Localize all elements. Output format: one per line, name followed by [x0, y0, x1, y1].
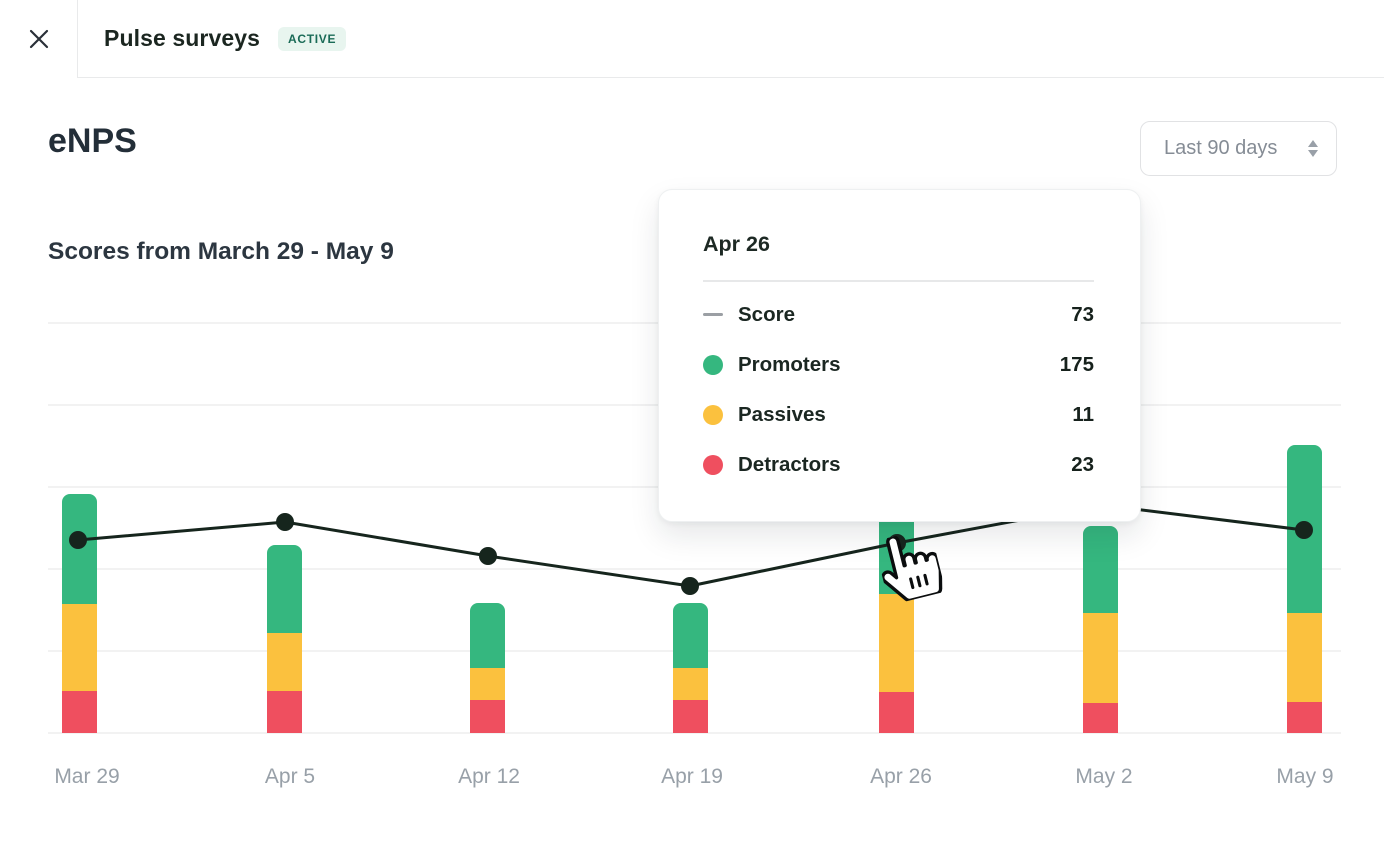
- date-range-select[interactable]: Last 90 days: [1140, 121, 1337, 176]
- arrow-down-icon: [1308, 150, 1318, 157]
- detractors-segment[interactable]: [879, 692, 914, 733]
- tooltip-row-value: 73: [1071, 302, 1094, 326]
- x-axis-label-apr-5: Apr 5: [265, 765, 315, 788]
- score-point-may-9[interactable]: [1295, 521, 1313, 539]
- detractors-segment[interactable]: [470, 700, 505, 733]
- promoters-segment[interactable]: [470, 603, 505, 668]
- tooltip-row-value: 23: [1071, 452, 1094, 476]
- tooltip-title: Apr 26: [703, 232, 770, 256]
- promoters-segment[interactable]: [673, 603, 708, 668]
- up-down-arrows-icon: [1308, 140, 1318, 157]
- header-title-wrap: Pulse surveys ACTIVE: [104, 25, 347, 52]
- header: Pulse surveys ACTIVE: [0, 0, 1384, 78]
- close-button[interactable]: [0, 0, 78, 78]
- tooltip-row-value: 11: [1072, 402, 1094, 426]
- passives-segment[interactable]: [1083, 613, 1118, 703]
- stacked-bar-apr-5[interactable]: [267, 545, 302, 733]
- x-axis-label-apr-12: Apr 12: [458, 765, 520, 788]
- stacked-bar-mar-29[interactable]: [62, 494, 97, 733]
- stacked-bar-may-2[interactable]: [1083, 526, 1118, 733]
- chart-title: Scores from March 29 - May 9: [48, 238, 394, 265]
- stacked-bar-may-9[interactable]: [1287, 445, 1322, 733]
- tooltip-row-label: Detractors: [738, 452, 841, 476]
- tooltip-row-passives: Passives 11: [703, 390, 1094, 440]
- detractors-segment[interactable]: [673, 700, 708, 733]
- promoters-segment[interactable]: [62, 494, 97, 604]
- tooltip-rows: Score 73 Promoters 175 Passives 11 Detra…: [703, 290, 1094, 490]
- x-axis-label-may-2: May 2: [1075, 765, 1132, 788]
- passives-segment[interactable]: [1287, 613, 1322, 702]
- close-icon: [29, 29, 48, 48]
- date-range-value: Last 90 days: [1164, 137, 1278, 159]
- tooltip-row-label: Passives: [738, 402, 826, 426]
- page-title: Pulse surveys: [104, 25, 261, 51]
- score-point-mar-29[interactable]: [69, 531, 87, 549]
- cursor-hand-icon: [881, 535, 943, 603]
- passives-dot-icon: [703, 404, 723, 425]
- detractors-segment[interactable]: [62, 691, 97, 733]
- promoters-dot-icon: [703, 354, 723, 375]
- x-axis-label-apr-19: Apr 19: [661, 765, 723, 788]
- passives-segment[interactable]: [673, 668, 708, 700]
- stacked-bar-apr-12[interactable]: [470, 603, 505, 733]
- chart-tooltip: Apr 26 Score 73 Promoters 175 Passives 1…: [658, 189, 1141, 522]
- tooltip-row-promoters: Promoters 175: [703, 340, 1094, 390]
- tooltip-row-detractors: Detractors 23: [703, 440, 1094, 490]
- tooltip-divider: [703, 280, 1094, 282]
- passives-segment[interactable]: [62, 604, 97, 691]
- detractors-segment[interactable]: [1287, 702, 1322, 733]
- score-point-apr-19[interactable]: [681, 577, 699, 595]
- promoters-segment[interactable]: [267, 545, 302, 633]
- promoters-segment[interactable]: [1083, 526, 1118, 613]
- arrow-up-icon: [1308, 140, 1318, 147]
- x-axis-label-apr-26: Apr 26: [870, 765, 932, 788]
- passives-segment[interactable]: [879, 594, 914, 692]
- section-title: eNPS: [48, 122, 137, 160]
- tooltip-row-value: 175: [1059, 352, 1094, 376]
- score-dash-icon: [703, 312, 723, 317]
- detractors-dot-icon: [703, 454, 723, 475]
- status-badge: ACTIVE: [278, 26, 347, 51]
- stacked-bar-apr-19[interactable]: [673, 603, 708, 733]
- x-axis-label-mar-29: Mar 29: [54, 765, 119, 788]
- passives-segment[interactable]: [470, 668, 505, 700]
- score-point-apr-12[interactable]: [479, 547, 497, 565]
- score-point-apr-5[interactable]: [276, 513, 294, 531]
- tooltip-row-label: Score: [738, 302, 795, 326]
- x-axis-label-may-9: May 9: [1276, 765, 1333, 788]
- detractors-segment[interactable]: [267, 691, 302, 733]
- tooltip-row-score: Score 73: [703, 290, 1094, 340]
- tooltip-row-label: Promoters: [738, 352, 841, 376]
- detractors-segment[interactable]: [1083, 703, 1118, 733]
- passives-segment[interactable]: [267, 633, 302, 691]
